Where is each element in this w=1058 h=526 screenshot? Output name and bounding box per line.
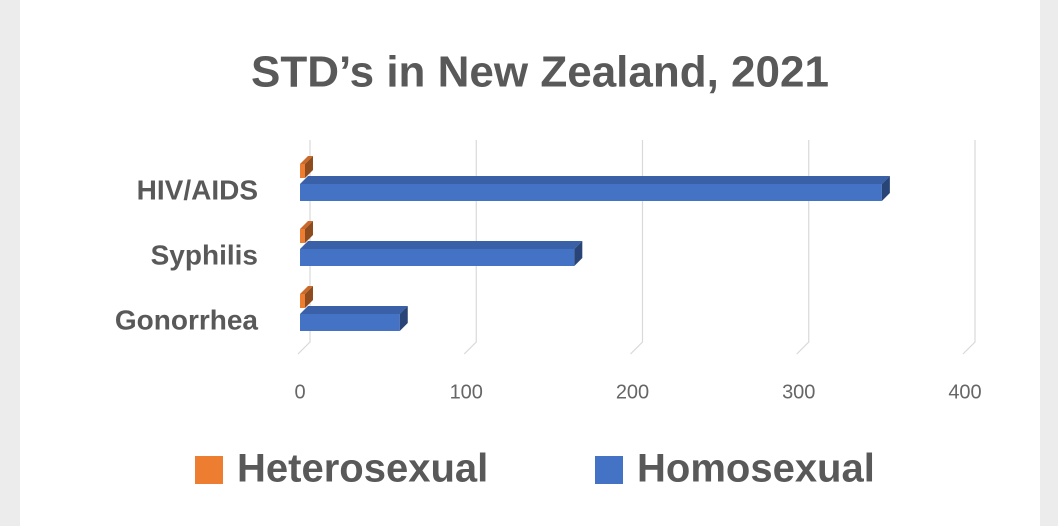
bar-front (300, 314, 400, 331)
bar-side (304, 156, 313, 178)
bar-top (300, 176, 890, 184)
legend-swatch (195, 456, 223, 484)
bar-front (300, 164, 305, 178)
bar-front (300, 249, 575, 266)
grid-line (962, 140, 976, 355)
y-tick-label: Syphilis (151, 239, 258, 270)
grid-line (796, 140, 810, 355)
grid-line (297, 140, 311, 355)
legend-label: Homosexual (637, 447, 875, 491)
bar (300, 286, 313, 308)
bar-front (300, 294, 305, 308)
x-tick-label: 0 (294, 381, 305, 403)
bar-front (300, 229, 305, 243)
x-tick-label: 100 (450, 381, 483, 403)
bar (300, 306, 408, 331)
legend-swatch (595, 456, 623, 484)
x-tick-label: 200 (616, 381, 649, 403)
bar-side (881, 176, 890, 201)
legend-label: Heterosexual (237, 447, 488, 491)
bar-top (300, 241, 583, 249)
y-tick-label: Gonorrhea (115, 304, 259, 335)
bar-top (300, 221, 313, 229)
y-tick-label: HIV/AIDS (137, 174, 258, 205)
bar-top (300, 156, 313, 164)
chart-title: STD’s in New Zealand, 2021 (251, 48, 829, 97)
bar-side (304, 286, 313, 308)
grid-line (630, 140, 644, 355)
bar (300, 176, 890, 201)
bar (300, 241, 583, 266)
bar-side (574, 241, 583, 266)
bar-front (300, 184, 882, 201)
bar-side (399, 306, 408, 331)
bar-side (304, 221, 313, 243)
bar-top (300, 286, 313, 294)
grid-line (463, 140, 477, 355)
bar (300, 221, 313, 243)
x-tick-label: 400 (948, 381, 981, 403)
bar-top (300, 306, 408, 314)
bar (300, 156, 313, 178)
x-tick-label: 300 (782, 381, 815, 403)
